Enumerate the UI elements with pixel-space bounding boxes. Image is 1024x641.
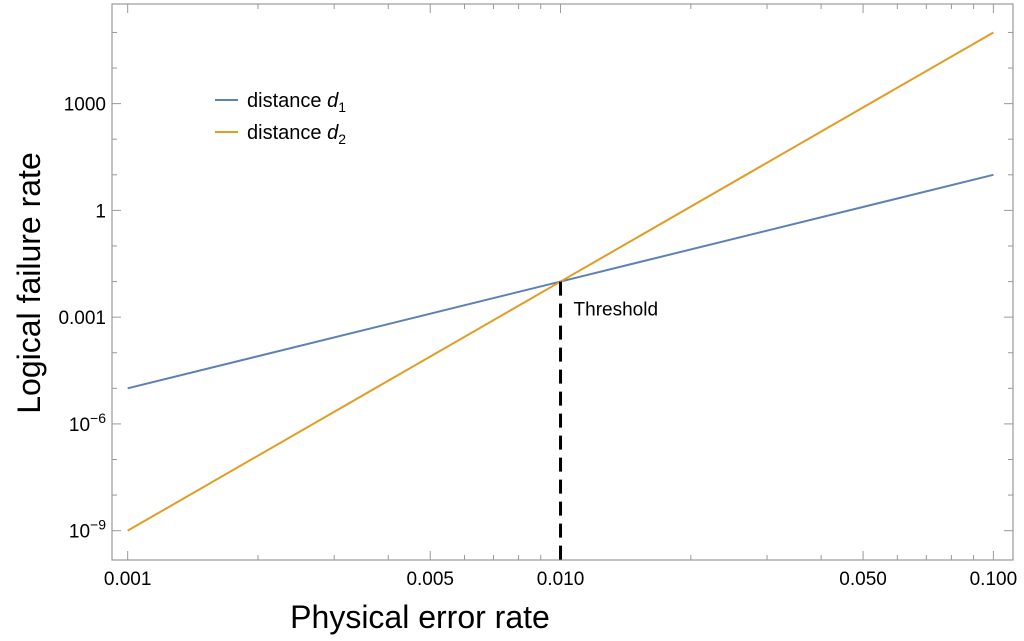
x-tick-label: 0.005 xyxy=(406,569,454,590)
x-tick-label: 0.001 xyxy=(104,569,152,590)
x-tick-label: 0.010 xyxy=(537,569,585,590)
x-axis-label: Physical error rate xyxy=(290,599,550,635)
y-tick-label: 0.001 xyxy=(58,308,106,329)
y-tick-label: 1000 xyxy=(64,95,106,116)
y-tick-label: 1 xyxy=(95,201,106,222)
legend-label-d1: distance d1 xyxy=(247,90,346,115)
y-axis-label: Logical failure rate xyxy=(11,152,47,413)
y-tick-labels: 10−9 10−6 0.001 1 1000 xyxy=(58,95,106,543)
y-tick-label: 10−9 xyxy=(69,517,106,543)
x-tick-labels: 0.001 0.005 0.010 0.050 0.100 xyxy=(104,569,1017,590)
x-tick-label: 0.100 xyxy=(970,569,1018,590)
threshold-label: Threshold xyxy=(574,300,659,321)
legend: distance d1 distance d2 xyxy=(215,90,346,147)
legend-label-d2: distance d2 xyxy=(247,122,346,147)
axis-ticks xyxy=(112,4,1013,560)
y-tick-label: 10−6 xyxy=(69,410,106,436)
x-tick-label: 0.050 xyxy=(839,569,887,590)
